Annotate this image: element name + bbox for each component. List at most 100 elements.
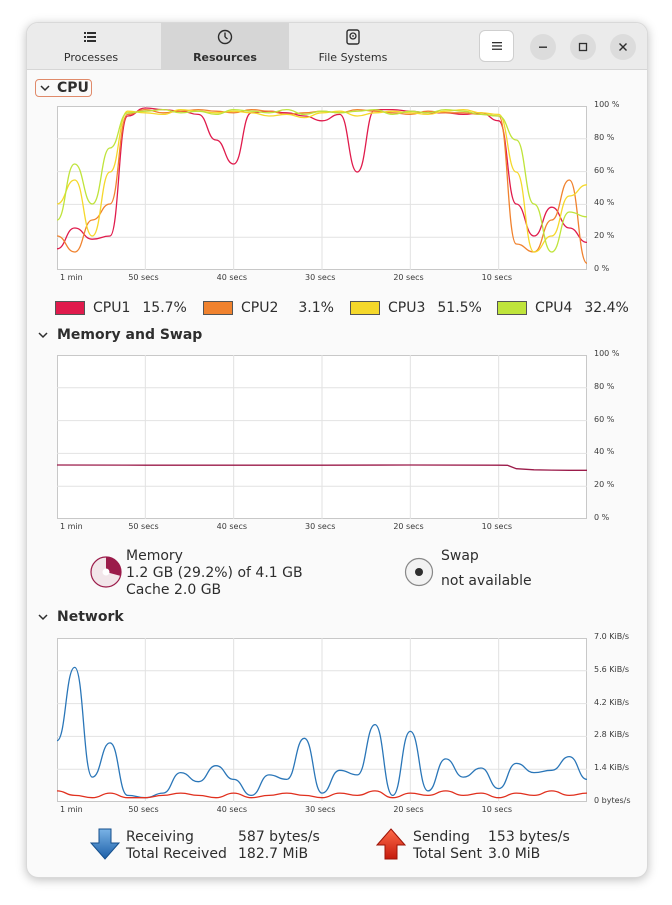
network-x-tick-label: 10 secs [481,805,513,814]
network-x-tick-label: 20 secs [393,805,424,814]
network-y-tick-label: 0 bytes/s [594,796,631,805]
maximize-button[interactable] [570,34,596,60]
memory-history-graph [56,355,587,519]
swap-value: not available [441,573,532,589]
network-y-tick-label: 7.0 KiB/s [594,632,630,641]
resources-gauge-icon [217,29,233,45]
swap-disc-icon [404,557,434,587]
network-y-tick-label: 4.2 KiB/s [594,697,630,707]
minimize-icon [539,46,547,48]
cpu4-label: CPU4 [535,300,573,316]
chevron-down-icon [38,614,48,621]
memory-pie-chart [90,556,122,588]
cpu-x-tick-label: 20 secs [393,273,424,282]
memory-value: 1.2 GB (29.2%) of 4.1 GB [126,565,303,581]
system-monitor-window: Processes Resources File Systems CPU 100… [26,22,648,878]
memory-y-tick-label: 40 % [594,447,615,457]
cpu-y-tick-label: 0 % [594,264,610,273]
network-chart-svg [56,638,588,802]
cpu2-label: CPU2 [241,300,279,316]
cpu1-color-swatch[interactable] [55,301,85,315]
cpu1-legend[interactable]: CPU1 15.7% [55,300,187,316]
cpu-section-toggle[interactable]: CPU [35,79,92,97]
memory-x-tick-label: 20 secs [393,522,424,531]
memory-x-tick-label: 40 secs [216,522,248,531]
memory-x-tick-label: 10 secs [481,522,513,531]
minimize-button[interactable] [530,34,556,60]
memory-y-tick-label: 0 % [594,513,610,522]
download-arrow-icon [89,828,121,860]
memory-label: Memory [126,548,183,564]
menu-button[interactable] [479,30,514,62]
maximize-icon [578,42,588,52]
total-sent-label: Total Sent [413,846,483,862]
cpu-y-tick-label: 20 % [594,231,615,241]
cpu-y-tick-label: 40 % [594,198,615,208]
memory-series-memory-line [56,464,587,471]
memory-y-tick-label: 20 % [594,480,615,490]
sending-indicator[interactable] [375,828,407,864]
memory-y-tick-label: 60 % [594,414,615,424]
cpu-x-tick-label: 10 secs [481,273,513,282]
memory-x-tick-label: 50 secs [128,522,159,531]
cpu-chart-svg [56,106,588,270]
tab-resources[interactable]: Resources [161,23,289,69]
memory-y-tick-label: 100 % [594,349,620,358]
swap-label: Swap [441,548,479,564]
tab-file-systems[interactable]: File Systems [289,23,417,69]
total-received-value: 182.7 MiB [238,846,309,862]
cpu4-legend[interactable]: CPU4 32.4% [497,300,629,316]
cpu3-legend[interactable]: CPU3 51.5% [350,300,482,316]
network-history-graph [56,638,588,802]
tab-file-systems-label: File Systems [318,51,388,64]
cpu3-value: 51.5% [437,300,482,316]
chevron-down-icon [38,332,48,339]
network-x-tick-label: 50 secs [128,805,159,814]
memory-x-tick-label: 30 secs [305,522,336,531]
tab-processes-label: Processes [63,51,119,64]
memory-usage-pie[interactable] [89,555,123,593]
header-bar: Processes Resources File Systems [27,23,647,70]
cpu-series-cpu4-line [56,108,588,253]
network-y-tick-label: 2.8 KiB/s [594,730,630,740]
total-sent-value: 3.0 MiB [488,846,541,862]
network-y-tick-label: 5.6 KiB/s [594,664,630,674]
cpu-y-tick-label: 60 % [594,165,615,175]
close-icon [619,43,627,51]
processes-list-icon [84,32,96,42]
cpu-x-tick-label: 50 secs [128,273,159,282]
tab-processes[interactable]: Processes [27,23,155,69]
network-section-toggle[interactable]: Network [35,609,124,625]
sending-label: Sending [413,829,470,845]
cpu3-color-swatch[interactable] [350,301,380,315]
receiving-value: 587 bytes/s [238,829,320,845]
cpu-section-title: CPU [57,80,89,96]
cpu2-value: 3.1% [298,300,334,316]
cpu4-color-swatch[interactable] [497,301,527,315]
network-series-sending-line [56,790,588,799]
network-x-tick-label: 1 min [60,805,83,814]
receiving-info: Receiving 587 bytes/s Total Received 182.7… [126,829,320,863]
memory-x-tick-label: 1 min [60,522,83,531]
cpu2-color-swatch[interactable] [203,301,233,315]
cpu-x-tick-label: 30 secs [305,273,336,282]
cpu-series-cpu1-line [56,107,588,250]
network-x-tick-label: 40 secs [216,805,248,814]
cpu2-legend[interactable]: CPU2 3.1% [203,300,334,316]
close-button[interactable] [610,34,636,60]
chevron-down-icon [40,85,50,92]
cpu1-value: 15.7% [142,300,187,316]
disk-icon [346,29,360,45]
tab-resources-label: Resources [193,51,257,64]
cpu1-label: CPU1 [93,300,131,316]
sending-info: Sending 153 bytes/s Total Sent 3.0 MiB [413,829,570,863]
cpu3-label: CPU3 [388,300,426,316]
swap-usage-indicator[interactable] [404,557,434,591]
cpu-x-tick-label: 1 min [60,273,83,282]
memory-pie-center [102,568,110,576]
cpu-y-tick-label: 100 % [594,100,620,109]
memory-section-toggle[interactable]: Memory and Swap [35,327,202,343]
receiving-indicator[interactable] [89,828,121,864]
cpu-x-tick-label: 40 secs [216,273,248,282]
network-x-tick-label: 30 secs [305,805,336,814]
